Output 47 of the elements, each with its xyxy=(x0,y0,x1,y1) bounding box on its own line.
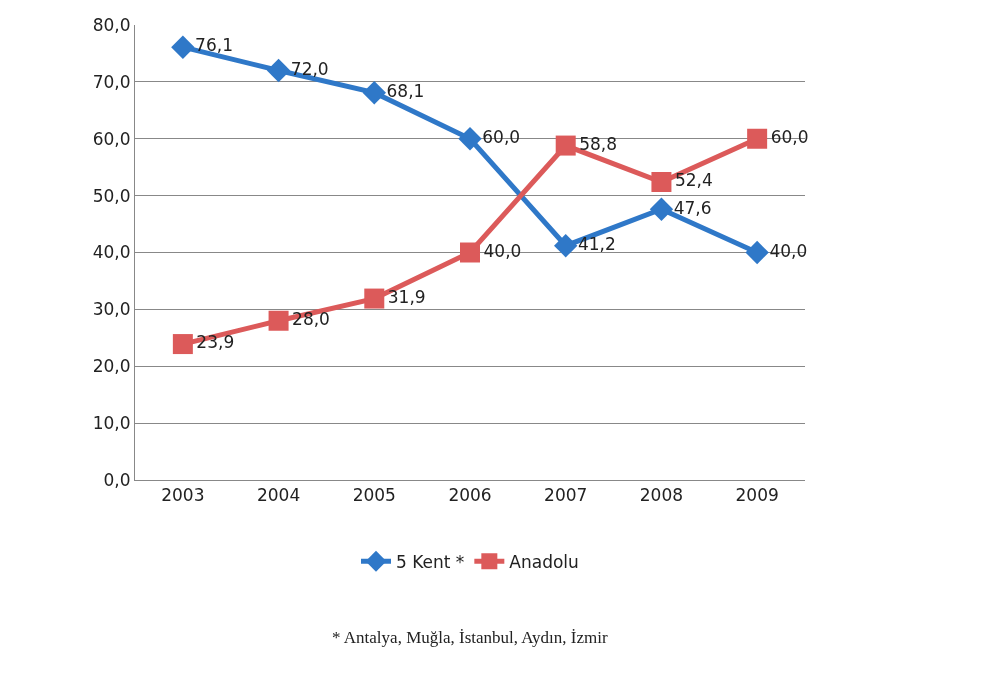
point xyxy=(266,58,291,83)
legend-label: Anadolu xyxy=(509,551,579,572)
data-label: 60,0 xyxy=(770,127,809,147)
point xyxy=(268,310,289,331)
x-tick-label: 2008 xyxy=(639,485,684,506)
data-label: 72,0 xyxy=(290,58,329,79)
x-tick-label: 2009 xyxy=(735,485,779,506)
data-label: 41,2 xyxy=(577,233,616,254)
x-tick-label: 2007 xyxy=(544,485,588,506)
x-tick-label: 2004 xyxy=(256,485,301,506)
x-tick-label: 2005 xyxy=(352,485,396,506)
point xyxy=(745,240,769,265)
data-label: 40,0 xyxy=(769,240,808,261)
point xyxy=(554,233,578,258)
y-tick-label: 40,0 xyxy=(92,242,131,263)
legend-label: 5 Kent * xyxy=(396,551,465,572)
point xyxy=(171,35,195,59)
data-label: 31,9 xyxy=(387,286,426,307)
point xyxy=(651,171,672,192)
y-tick-label: 60,0 xyxy=(92,128,131,149)
y-tick-label: 50,0 xyxy=(92,185,131,206)
point xyxy=(364,288,385,309)
point xyxy=(458,127,482,151)
y-tick-label: 0,0 xyxy=(103,469,131,490)
y-tick-label: 80,0 xyxy=(92,14,131,35)
point xyxy=(747,128,768,149)
y-tick-label: 10,0 xyxy=(92,413,131,434)
text: * Antalya, Muğla, İstanbul, Aydın, İzmir xyxy=(332,628,608,647)
point xyxy=(362,80,386,105)
y-tick-label: 70,0 xyxy=(92,71,131,92)
data-label: 58,8 xyxy=(579,133,618,154)
y-tick-label: 20,0 xyxy=(92,356,131,377)
point xyxy=(555,135,576,156)
point xyxy=(172,334,193,355)
data-label: 23,9 xyxy=(196,332,235,353)
data-label: 60,0 xyxy=(482,127,521,147)
point xyxy=(649,197,674,221)
data-label: 68,1 xyxy=(386,80,425,101)
data-label: 40,0 xyxy=(483,240,522,261)
x-tick-label: 2003 xyxy=(161,485,205,506)
data-label: 28,0 xyxy=(292,309,330,329)
data-label: 76,1 xyxy=(195,35,233,56)
point xyxy=(460,242,480,263)
data-label: 47,6 xyxy=(673,197,712,218)
data-label: 52,4 xyxy=(674,170,713,191)
y-tick-label: 30,0 xyxy=(92,299,131,320)
x-tick-label: 2006 xyxy=(448,485,492,506)
